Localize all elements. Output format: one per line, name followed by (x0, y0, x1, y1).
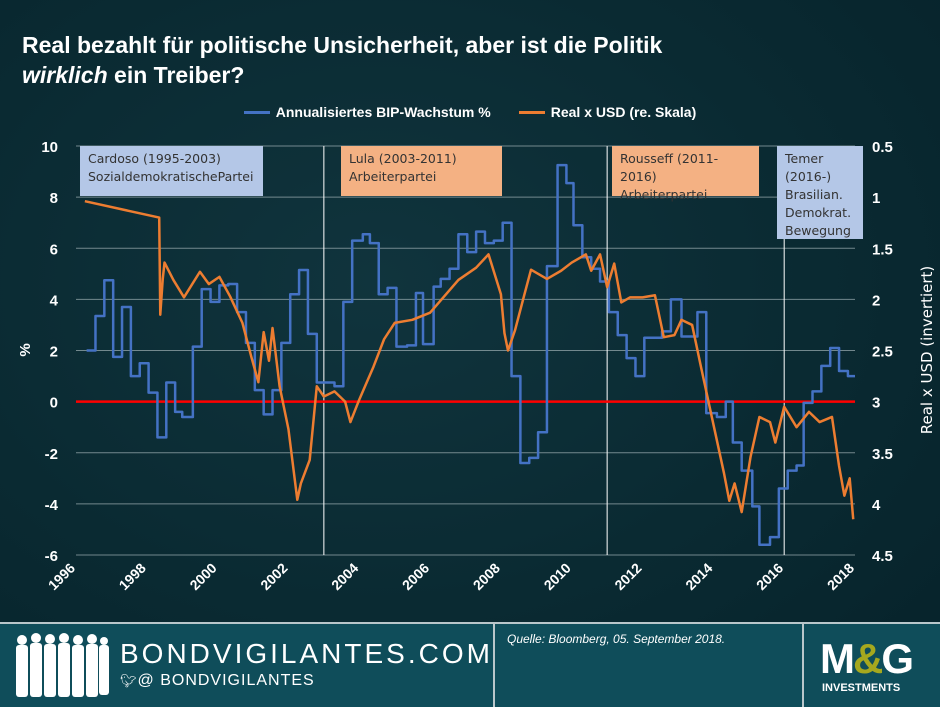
mg-logo-g: G (881, 635, 914, 682)
handle-text: @ BONDVIGILANTES (137, 672, 315, 689)
legend-swatch-gdp (243, 110, 270, 114)
y-tick-label: 10 (41, 139, 58, 156)
annotation-lula: Lula (2003-2011) Arbeiterpartei (341, 146, 502, 196)
x-tick-label: 2008 (470, 560, 503, 593)
legend-label-gdp: Annualisiertes BIP-Wachstum % (275, 104, 491, 120)
mg-logo-sub: INVESTMENTS (822, 682, 901, 694)
legend-item-gdp: Annualisiertes BIP-Wachstum % (243, 104, 491, 120)
annotation-line: Bewegung (785, 223, 851, 238)
y-tick-label: -4 (45, 497, 59, 514)
mg-logo: M&G (820, 635, 914, 682)
y2-tick-label: 2.5 (872, 344, 893, 361)
x-tick-label: 2018 (824, 560, 857, 593)
annotation-line: SozialdemokratischePartei (88, 169, 254, 184)
annotation-line: Temer (785, 151, 824, 166)
annotation-rousseff: Rousseff (2011-2016) Arbeiterpartei (612, 146, 759, 202)
x-tick-label: 2004 (328, 560, 361, 593)
title-line: Real bezahlt für politische Unsicherheit… (22, 32, 663, 58)
x-tick-label: 1998 (116, 560, 149, 593)
annotation-line: Arbeiterpartei (349, 169, 437, 184)
title-end: ein Treiber? (107, 62, 245, 88)
y-tick-label: 0 (50, 395, 58, 412)
x-tick-label: 2012 (611, 560, 644, 593)
y-axis-label: % (17, 343, 34, 356)
annotation-line: Brasilian. (785, 187, 843, 202)
y-tick-label: -6 (45, 548, 58, 565)
legend: Annualisiertes BIP-Wachstum % Real x USD… (0, 104, 940, 120)
y-tick-label: 6 (50, 241, 58, 258)
y-tick-label: 8 (50, 190, 58, 207)
annotation-temer: Temer (2016-) Brasilian. Demokrat. Bewegung (777, 146, 863, 239)
y2-tick-label: 1 (872, 190, 880, 207)
y2-tick-label: 0.5 (872, 139, 893, 156)
people-silhouette-logo (16, 633, 109, 697)
footer-divider (493, 624, 495, 707)
x-tick-label: 2002 (257, 560, 290, 593)
y-tick-label: 4 (50, 292, 59, 309)
annotation-cardoso: Cardoso (1995-2003) SozialdemokratischePa… (80, 146, 263, 196)
annotation-line: (2016-) (785, 169, 832, 184)
y2-tick-label: 3 (872, 395, 880, 412)
twitter-icon: 🐦︎ (120, 673, 138, 688)
annotation-line: Rousseff (2011-2016) (620, 151, 719, 184)
legend-label-brl: Real x USD (re. Skala) (550, 104, 697, 120)
y2-tick-label: 4 (872, 497, 881, 514)
annotation-line: Cardoso (1995-2003) (88, 151, 221, 166)
x-tick-label: 2000 (186, 560, 219, 593)
footer: BONDVIGILANTES.COM 🐦︎@ BONDVIGILANTES Qu… (0, 622, 940, 707)
x-tick-label: 2016 (753, 560, 786, 593)
series-brl-line (84, 199, 855, 520)
source-note: Quelle: Bloomberg, 05. September 2018. (507, 632, 726, 646)
legend-item-brl: Real x USD (re. Skala) (518, 104, 697, 120)
x-tick-label: 2014 (682, 560, 715, 593)
y2-tick-label: 4.5 (872, 548, 893, 565)
series-gdp-line (86, 163, 855, 547)
annotation-line: Lula (2003-2011) (349, 151, 457, 166)
annotation-line: Demokrat. (785, 205, 852, 220)
x-tick-label: 2010 (541, 560, 574, 593)
footer-divider (802, 624, 804, 707)
y2-tick-label: 3.5 (872, 446, 893, 463)
y-tick-label: 2 (50, 344, 58, 361)
x-tick-label: 2006 (399, 560, 432, 593)
legend-swatch-brl (518, 110, 545, 114)
y2-axis-label: Real x USD (invertiert) (918, 266, 936, 435)
y2-tick-label: 1.5 (872, 241, 893, 258)
chart-title: Real bezahlt für politische Unsicherheit… (22, 30, 922, 90)
twitter-handle: 🐦︎@ BONDVIGILANTES (120, 672, 315, 690)
annotation-line: Arbeiterpartei (620, 187, 708, 202)
title-emphasis: wirklich (22, 62, 108, 88)
y-tick-label: -2 (45, 446, 58, 463)
mg-logo-m: M (820, 635, 855, 682)
mg-logo-amp: & (853, 635, 883, 682)
y2-tick-label: 2 (872, 292, 880, 309)
site-name: BONDVIGILANTES.COM (120, 638, 493, 669)
